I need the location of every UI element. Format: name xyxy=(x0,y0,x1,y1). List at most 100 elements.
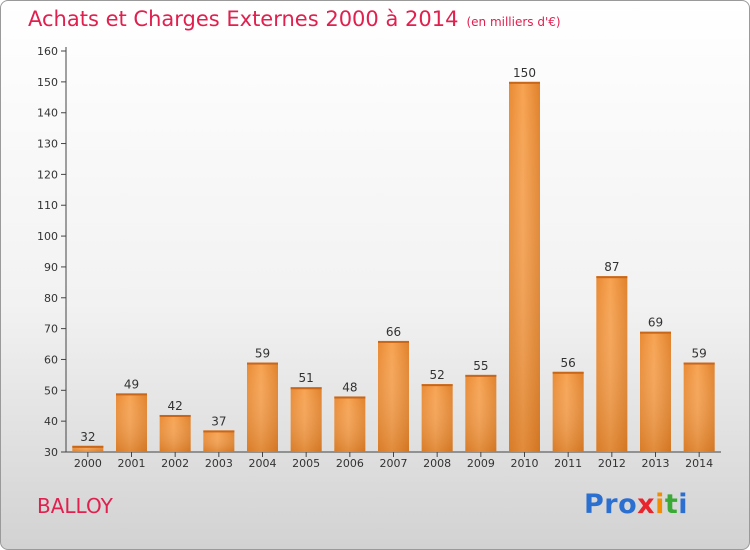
x-tick-label: 2014 xyxy=(685,457,713,470)
bar-value-label: 56 xyxy=(561,356,576,370)
bar-cap xyxy=(247,362,278,365)
bar-cap xyxy=(465,374,497,377)
bar-shade xyxy=(290,387,322,452)
x-tick-label: 2009 xyxy=(467,457,495,470)
bar-shade xyxy=(116,393,147,452)
y-tick-label: 120 xyxy=(37,168,58,181)
logo-part: i xyxy=(678,489,689,520)
bar-shade xyxy=(421,384,453,452)
bar-shade xyxy=(596,276,628,452)
bar-value-label: 69 xyxy=(648,316,663,330)
bar-cap xyxy=(640,331,671,334)
bar-shade xyxy=(378,340,409,452)
bar-cap xyxy=(334,396,366,399)
bar-shade xyxy=(334,396,366,452)
bar-cap xyxy=(203,430,235,433)
bar-cap xyxy=(159,414,191,417)
bar-value-label: 59 xyxy=(255,347,270,361)
bar-value-label: 49 xyxy=(124,377,139,391)
bar-cap xyxy=(509,81,540,84)
bar-shade xyxy=(159,414,191,452)
y-tick-label: 90 xyxy=(44,261,58,274)
bar-2001 xyxy=(116,393,147,452)
commune-name: BALLOY xyxy=(37,494,113,518)
bar-2007 xyxy=(378,340,409,452)
proxiti-logo[interactable]: Proxiti xyxy=(584,489,688,520)
bar-cap xyxy=(421,384,453,387)
bar-2003 xyxy=(203,430,235,452)
x-tick-label: 2002 xyxy=(161,457,189,470)
x-tick-label: 2011 xyxy=(554,457,582,470)
y-tick-label: 140 xyxy=(37,107,58,120)
bar-2000 xyxy=(72,445,104,452)
bar-cap xyxy=(552,371,584,374)
bar-shade xyxy=(509,81,540,452)
bar-2012 xyxy=(596,276,628,452)
bar-value-label: 59 xyxy=(692,347,707,361)
bar-2006 xyxy=(334,396,366,452)
y-tick-label: 70 xyxy=(44,323,58,336)
bar-2010 xyxy=(509,81,540,452)
bar-value-label: 87 xyxy=(604,260,619,274)
bar-2002 xyxy=(159,414,191,452)
x-tick-label: 2003 xyxy=(205,457,233,470)
bar-value-label: 66 xyxy=(386,325,401,339)
y-tick-label: 50 xyxy=(44,384,58,397)
x-tick-label: 2004 xyxy=(249,457,277,470)
chart-unit: (en milliers d'€) xyxy=(466,15,561,29)
bar-cap xyxy=(683,362,715,365)
bar-value-label: 48 xyxy=(342,380,357,394)
bar-value-label: 37 xyxy=(211,414,226,428)
logo-part: Pro xyxy=(584,489,638,520)
bar-shade xyxy=(683,362,715,452)
y-axis: 30 40 50 60 70 80 90 100 110 120 130 140 150 160 xyxy=(37,45,67,459)
bar-2004 xyxy=(247,362,278,452)
bar-shade xyxy=(640,331,671,452)
x-tick-label: 2012 xyxy=(598,457,626,470)
x-tick-label: 2013 xyxy=(642,457,670,470)
bar-shade xyxy=(203,430,235,452)
y-tick-label: 40 xyxy=(44,415,58,428)
bar-cap xyxy=(378,340,409,343)
bar-value-label: 51 xyxy=(299,371,314,385)
bars xyxy=(72,81,715,452)
bar-cap xyxy=(290,387,322,390)
bar-cap xyxy=(116,393,147,396)
bar-value-label: 42 xyxy=(168,399,183,413)
bar-value-label: 52 xyxy=(430,368,445,382)
bar-shade xyxy=(552,371,584,452)
bar-cap xyxy=(596,276,628,279)
bar-shade xyxy=(247,362,278,452)
x-tick-label: 2001 xyxy=(118,457,146,470)
bar-2008 xyxy=(421,384,453,452)
bar-value-label: 32 xyxy=(80,430,95,444)
bar-shade xyxy=(465,374,497,452)
y-tick-label: 150 xyxy=(37,76,58,89)
bar-value-label: 150 xyxy=(513,66,536,80)
y-tick-label: 160 xyxy=(37,45,58,58)
bar-2005 xyxy=(290,387,322,452)
x-tick-label: 2000 xyxy=(74,457,102,470)
x-tick-label: 2005 xyxy=(292,457,320,470)
logo-part: x xyxy=(637,489,656,520)
y-tick-label: 30 xyxy=(44,446,58,459)
y-tick-label: 80 xyxy=(44,292,58,305)
bar-cap xyxy=(72,445,104,448)
bar-value-label: 55 xyxy=(473,359,488,373)
logo-part: t xyxy=(664,489,679,520)
x-axis: 2000 2001 2002 2003 2004 2005 2006 2007 2008 2009… xyxy=(66,451,721,470)
bar-2011 xyxy=(552,371,584,452)
x-tick-label: 2006 xyxy=(336,457,364,470)
x-tick-label: 2007 xyxy=(380,457,408,470)
y-tick-label: 60 xyxy=(44,353,58,366)
data-labels: 32 49 42 37 59 51 48 66 52 55 150 56 87 69 59 xyxy=(80,66,707,444)
y-tick-label: 110 xyxy=(37,199,58,212)
x-tick-label: 2008 xyxy=(423,457,451,470)
y-tick-label: 130 xyxy=(37,138,58,151)
logo-part: i xyxy=(655,489,665,520)
chart-title: Achats et Charges Externes 2000 à 2014 xyxy=(28,7,459,31)
chart-title-block: Achats et Charges Externes 2000 à 2014 (e… xyxy=(28,7,561,31)
bar-shade xyxy=(72,445,104,452)
